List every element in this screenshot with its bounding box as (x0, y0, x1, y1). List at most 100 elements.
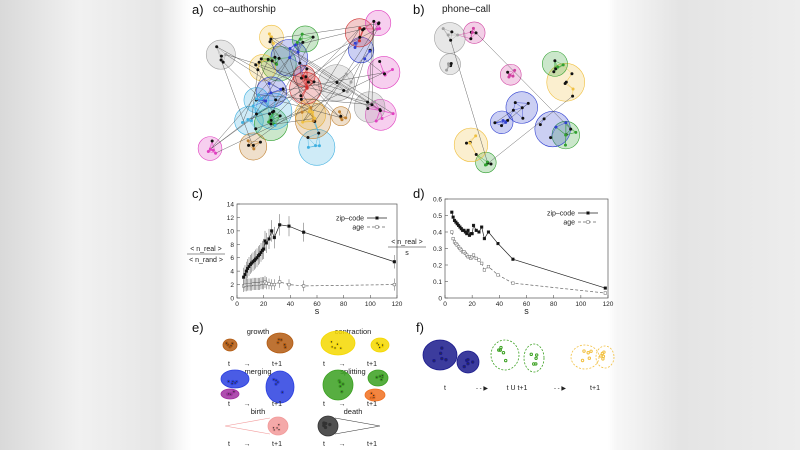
network-node (257, 93, 261, 97)
network-node (312, 80, 316, 84)
network-node (211, 148, 215, 152)
network-edge (220, 59, 255, 149)
data-point (242, 275, 246, 279)
node (277, 423, 281, 427)
network-edge (457, 34, 471, 39)
network-node (317, 131, 321, 135)
network-node (449, 61, 453, 65)
node (378, 374, 382, 379)
network-edge (367, 108, 380, 110)
node (599, 354, 603, 358)
network-edge (371, 104, 381, 110)
network-edge (513, 110, 523, 119)
node (323, 425, 328, 430)
chart-c: 0 20 40 60 80 100 120 0 2 4 6 8 10 12 14 s zip–code age < … (187, 202, 403, 316)
network-edge (270, 89, 281, 94)
node (279, 338, 283, 342)
node (230, 381, 234, 386)
network-node (301, 40, 305, 44)
network-node (375, 27, 379, 31)
network-node (268, 40, 272, 44)
network-node (474, 153, 478, 157)
network-edge (364, 58, 386, 76)
network-node (311, 119, 315, 123)
network-node (275, 62, 279, 66)
network-edge (248, 73, 347, 146)
data-point (287, 224, 291, 228)
node (280, 390, 285, 394)
x-tick-label: 60 (313, 301, 321, 308)
network-node (259, 57, 263, 61)
network-node (306, 145, 310, 149)
network-node (370, 103, 374, 107)
community-t (317, 415, 339, 437)
network-node (500, 124, 504, 128)
y-label-denominator: s (405, 250, 409, 257)
node (232, 389, 236, 394)
coauthorship-network (197, 10, 401, 166)
network-edge (251, 120, 256, 129)
network-edge (275, 99, 341, 118)
network-node (251, 104, 255, 108)
legend-label-0: zip–code (336, 216, 364, 223)
arrow-icon: → (339, 401, 346, 408)
legend-label-1: age (563, 220, 575, 227)
network-node (513, 68, 517, 72)
data-point (471, 223, 476, 227)
network-edge (302, 28, 360, 123)
network-edge (301, 112, 303, 123)
network-node (277, 56, 281, 60)
network-edge (513, 107, 523, 111)
network-edge (297, 39, 301, 53)
network-node (511, 108, 515, 112)
time-t1: t+1 (367, 361, 377, 368)
legend-marker (375, 216, 379, 220)
event-label-merging: merging (244, 367, 271, 376)
network-node (219, 58, 223, 62)
node (501, 351, 506, 355)
network-node (300, 32, 304, 36)
network-edge (251, 69, 259, 121)
x-tick-label: 100 (365, 301, 376, 308)
network-node (264, 99, 268, 103)
network-edge (268, 83, 272, 93)
time-t: t (323, 401, 325, 408)
network-node (258, 140, 262, 144)
network-edge (268, 58, 280, 60)
network-node (464, 141, 468, 145)
network-edge (336, 82, 344, 91)
network-node (254, 127, 258, 131)
network-node (300, 110, 304, 114)
y-tick-label: 0.3 (433, 246, 442, 253)
community-t1 (266, 332, 294, 354)
network-node (340, 118, 344, 122)
network-edge (301, 99, 303, 113)
x-tick-label: 100 (575, 301, 586, 308)
network-node (564, 133, 568, 137)
network-edge (265, 99, 276, 102)
network-node (246, 118, 250, 122)
network-edge (208, 42, 304, 152)
network-edge (566, 73, 573, 83)
community-matching-diagram: t t U t+1 t+1 - - ▶ - - ▶ (422, 339, 615, 392)
data-point (480, 261, 484, 265)
label-2: t+1 (590, 385, 600, 392)
node (379, 377, 384, 382)
network-node (278, 114, 282, 118)
network-node (554, 67, 558, 71)
panel-d-letter: d) (413, 186, 425, 201)
node (226, 379, 231, 384)
network-edge (364, 51, 370, 59)
label-0: t (444, 385, 446, 392)
time-t: t (228, 401, 230, 408)
network-edge (374, 101, 381, 110)
network-node (266, 57, 270, 61)
node (341, 382, 345, 386)
network-node (298, 61, 302, 65)
node (328, 422, 332, 427)
data-point (466, 228, 470, 232)
node (535, 353, 539, 357)
network-node (288, 47, 292, 51)
node (375, 375, 379, 380)
network-node (564, 121, 568, 125)
